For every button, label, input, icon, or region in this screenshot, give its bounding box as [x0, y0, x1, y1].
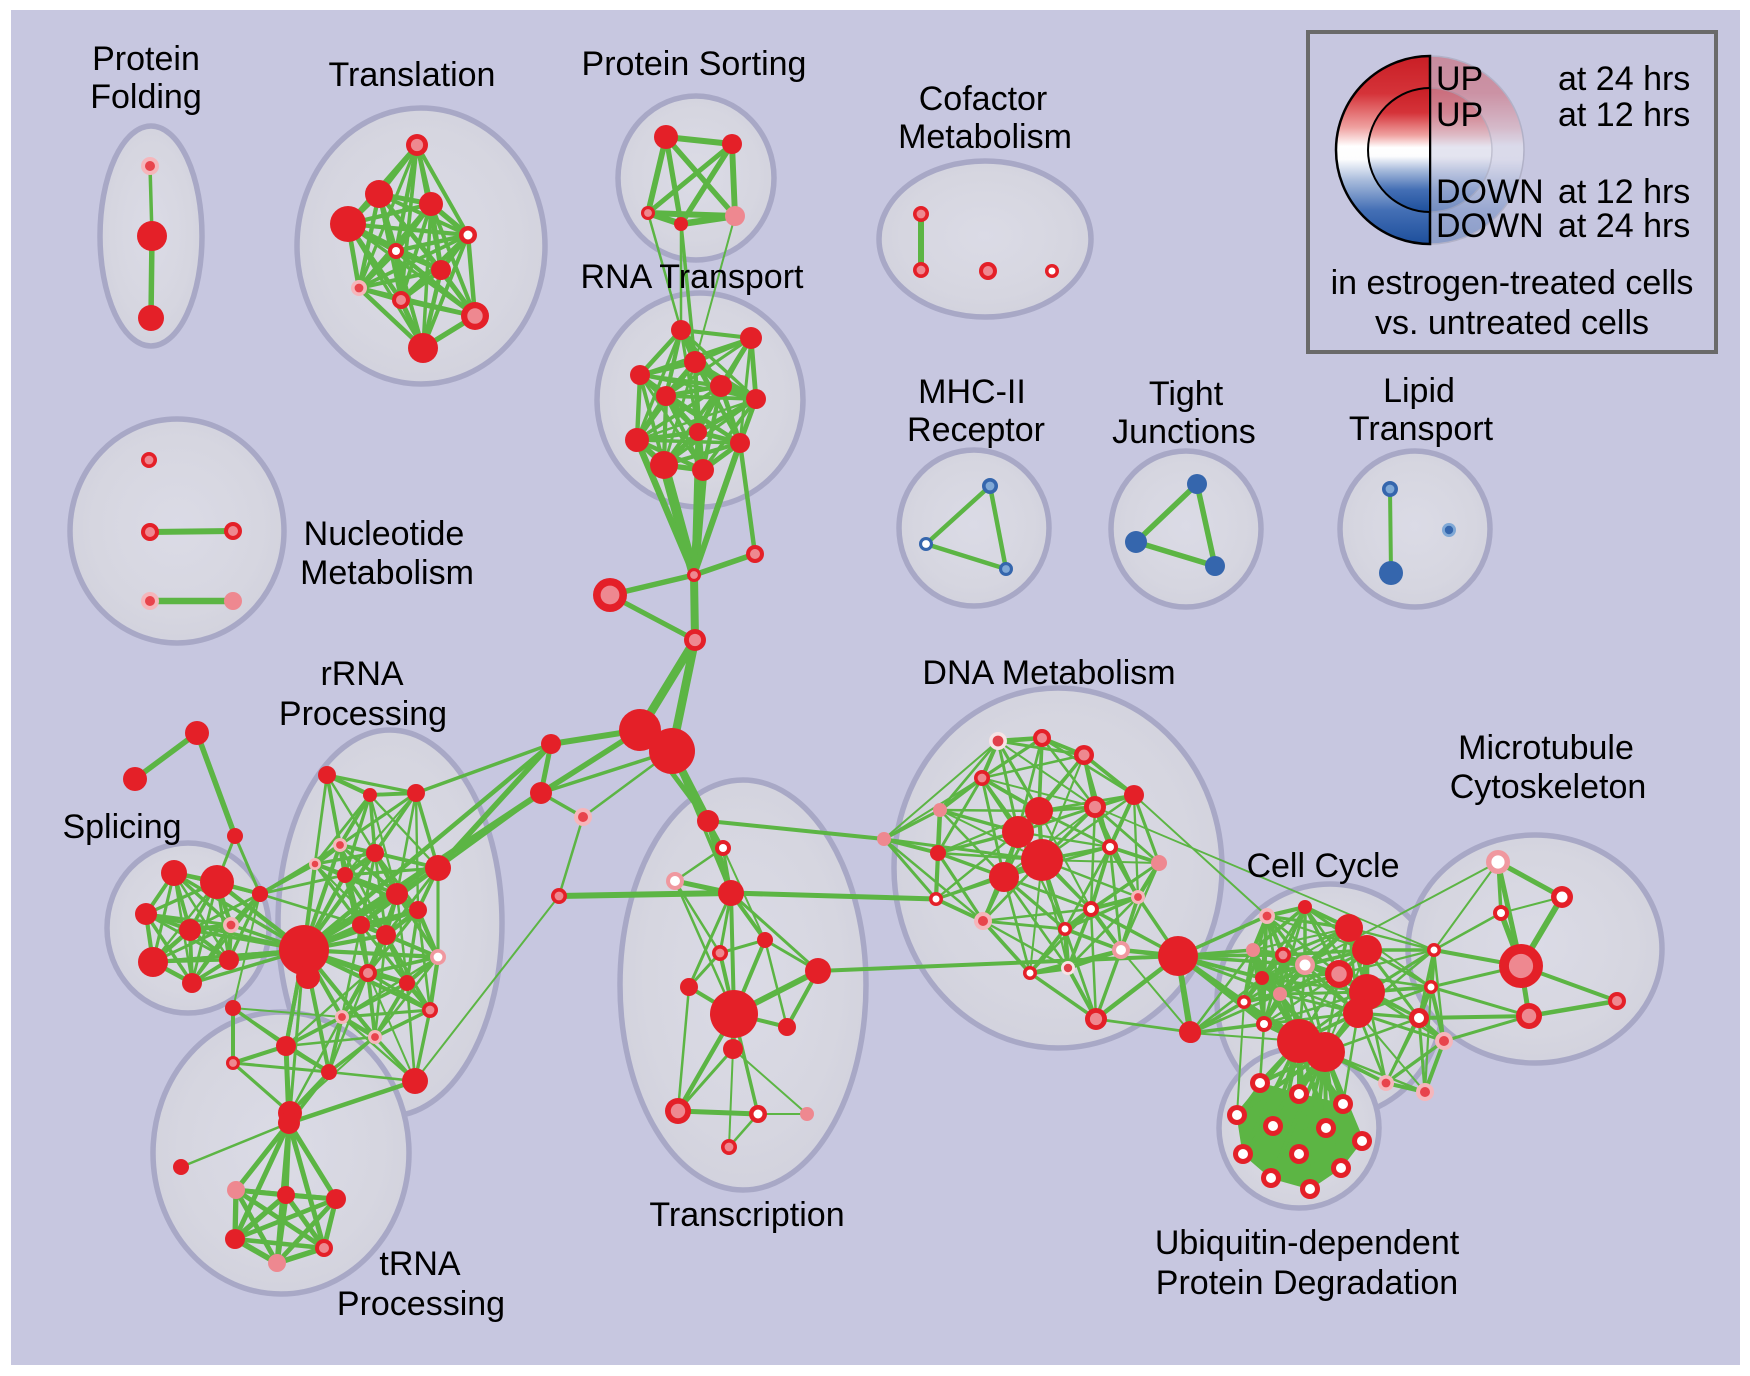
svg-text:Processing: Processing	[279, 695, 447, 733]
svg-text:Splicing: Splicing	[62, 808, 181, 846]
svg-text:UP: UP	[1436, 96, 1483, 134]
svg-text:Cytoskeleton: Cytoskeleton	[1450, 768, 1647, 806]
svg-text:Processing: Processing	[337, 1285, 505, 1323]
svg-text:in estrogen-treated cells: in estrogen-treated cells	[1331, 264, 1694, 302]
svg-text:RNA Transport: RNA Transport	[581, 258, 805, 296]
svg-text:Junctions: Junctions	[1112, 413, 1256, 451]
svg-text:Ubiquitin-dependent: Ubiquitin-dependent	[1155, 1224, 1460, 1262]
svg-text:Microtubule: Microtubule	[1458, 729, 1634, 767]
svg-text:Protein Sorting: Protein Sorting	[582, 45, 807, 83]
svg-text:Lipid: Lipid	[1383, 372, 1455, 410]
svg-text:Receptor: Receptor	[907, 411, 1045, 449]
svg-text:MHC-II: MHC-II	[918, 373, 1026, 411]
svg-text:Nucleotide: Nucleotide	[304, 515, 465, 553]
svg-text:Cofactor: Cofactor	[919, 80, 1048, 118]
svg-text:vs. untreated cells: vs. untreated cells	[1375, 304, 1649, 342]
svg-text:Protein Degradation: Protein Degradation	[1156, 1264, 1458, 1302]
svg-text:Tight: Tight	[1149, 375, 1224, 413]
svg-text:UP: UP	[1436, 60, 1483, 98]
svg-text:DOWN: DOWN	[1436, 207, 1544, 245]
svg-text:DOWN: DOWN	[1436, 173, 1544, 211]
svg-text:Transport: Transport	[1349, 410, 1494, 448]
svg-text:Protein: Protein	[92, 40, 200, 78]
svg-text:Translation: Translation	[329, 56, 496, 94]
svg-text:DNA Metabolism: DNA Metabolism	[922, 654, 1175, 692]
svg-text:at 24 hrs: at 24 hrs	[1558, 60, 1690, 98]
svg-text:tRNA: tRNA	[379, 1245, 461, 1283]
svg-text:Transcription: Transcription	[649, 1196, 844, 1234]
svg-text:Cell Cycle: Cell Cycle	[1246, 847, 1399, 885]
svg-text:Folding: Folding	[90, 78, 202, 116]
svg-text:at 12 hrs: at 12 hrs	[1558, 173, 1690, 211]
svg-text:Metabolism: Metabolism	[300, 554, 474, 592]
svg-text:Metabolism: Metabolism	[898, 118, 1072, 156]
svg-text:at 12 hrs: at 12 hrs	[1558, 96, 1690, 134]
svg-text:rRNA: rRNA	[320, 655, 403, 693]
svg-text:at 24 hrs: at 24 hrs	[1558, 207, 1690, 245]
